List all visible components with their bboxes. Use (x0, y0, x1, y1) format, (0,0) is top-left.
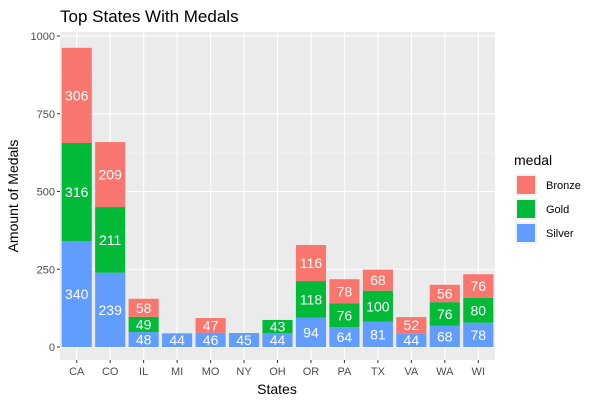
data-label-silver-ca: 340 (65, 286, 89, 302)
x-tick-label: WI (472, 366, 485, 378)
x-axis-title: States (257, 381, 297, 397)
x-axis: CA CO IL MI MO NY OH OR PA TX VA WA WI (69, 360, 485, 378)
bar-bronze-mo (195, 318, 226, 333)
bar-gold-wi (463, 297, 494, 323)
data-label-bronze-wi: 76 (470, 278, 486, 294)
bar-gold-il (128, 316, 159, 333)
data-label-silver-or: 94 (303, 324, 319, 340)
data-label-silver-il: 48 (136, 332, 152, 348)
bar-gold-co (95, 207, 126, 273)
bar-gold-oh (262, 319, 293, 334)
legend-label-gold: Gold (546, 204, 569, 216)
data-label-bronze-il: 58 (136, 300, 152, 316)
legend-label-silver: Silver (546, 228, 574, 240)
x-tick-label: IL (139, 366, 148, 378)
data-label-silver-pa: 64 (337, 329, 353, 345)
bar-bronze-il (128, 298, 159, 317)
data-label-bronze-or: 116 (300, 255, 323, 271)
y-tick-label: 250 (37, 264, 55, 276)
data-label-bronze-co: 209 (99, 167, 123, 183)
y-tick-label: 750 (37, 109, 55, 121)
y-tick-label: 500 (37, 187, 55, 199)
data-label-silver-va: 44 (404, 332, 420, 348)
bar-bronze-pa (329, 279, 360, 304)
bar-silver-mi (162, 333, 193, 347)
data-label-silver-oh: 44 (270, 332, 286, 348)
bar-bronze-tx (362, 269, 393, 291)
y-tick-label: 0 (49, 342, 55, 354)
bar-gold-pa (329, 303, 360, 328)
bar-gold-tx (362, 290, 393, 322)
bar-silver-pa (329, 327, 360, 347)
legend: medal Bronze Gold Silver (514, 152, 581, 244)
bar-silver-il (128, 332, 159, 347)
x-tick-label: PA (337, 366, 352, 378)
data-label-silver-ny: 45 (236, 332, 252, 348)
bars (61, 47, 494, 347)
x-tick-label: VA (404, 366, 419, 378)
bar-silver-tx (362, 321, 393, 347)
x-tick-label: NY (236, 366, 252, 378)
x-tick-label: OR (303, 366, 320, 378)
y-axis: 0 250 500 750 1000 (31, 31, 60, 354)
bar-bronze-ca (61, 47, 92, 143)
bar-silver-co (95, 272, 126, 347)
data-label-gold-wa: 76 (437, 306, 453, 322)
legend-key-silver (517, 224, 535, 242)
x-tick-label: MO (202, 366, 220, 378)
x-tick-label: TX (371, 366, 386, 378)
legend-label-bronze: Bronze (546, 180, 581, 192)
y-tick-label: 1000 (31, 31, 55, 43)
bar-gold-wa (429, 302, 460, 326)
data-label-gold-tx: 100 (366, 298, 390, 314)
bar-bronze-co (95, 142, 126, 208)
data-label-silver-tx: 81 (370, 326, 386, 342)
data-label-gold-pa: 76 (337, 307, 353, 323)
bar-bronze-wa (429, 284, 460, 303)
data-label-gold-co: 211 (99, 232, 122, 248)
data-label-gold-or: 118 (300, 291, 323, 307)
bar-gold-or (295, 281, 327, 318)
data-label-bronze-wa: 56 (437, 286, 453, 302)
bar-gold-ca (61, 142, 92, 242)
y-axis-title: Amount of Medals (5, 140, 21, 253)
bar-silver-or (295, 317, 327, 347)
data-label-bronze-va: 52 (404, 317, 420, 333)
x-tick-label: CA (69, 366, 85, 378)
data-label-silver-wa: 68 (437, 328, 453, 344)
legend-key-bronze (517, 176, 535, 194)
data-label-silver-wi: 78 (470, 327, 486, 343)
x-tick-label: CO (102, 366, 119, 378)
x-tick-label: WA (436, 366, 454, 378)
data-label-gold-ca: 316 (65, 184, 89, 200)
bar-silver-mo (195, 332, 226, 347)
bar-bronze-or (295, 244, 327, 282)
x-tick-label: OH (269, 366, 286, 378)
data-label-silver-mi: 44 (169, 332, 185, 348)
legend-key-gold (517, 200, 535, 218)
bar-silver-ny (228, 333, 260, 347)
bar-silver-oh (262, 333, 293, 347)
data-label-gold-wi: 80 (470, 302, 486, 318)
x-tick-label: MI (171, 366, 183, 378)
legend-title: medal (514, 152, 552, 168)
data-label-bronze-ca: 306 (65, 87, 89, 103)
data-label-gold-il: 49 (136, 316, 152, 332)
bar-silver-wa (429, 325, 460, 347)
bar-silver-ca (61, 241, 92, 347)
data-label-bronze-tx: 68 (370, 272, 386, 288)
data-label-bronze-mo: 47 (203, 317, 219, 333)
bar-silver-wi (463, 322, 494, 347)
bar-bronze-wi (463, 274, 494, 298)
bar-bronze-va (396, 317, 427, 334)
data-label-silver-mo: 46 (203, 332, 219, 348)
data-label-bronze-pa: 78 (337, 283, 353, 299)
bar-silver-va (396, 333, 427, 347)
data-label-silver-co: 239 (99, 302, 123, 318)
data-label-gold-oh: 43 (270, 319, 286, 335)
chart-title: Top States With Medals (60, 7, 239, 26)
